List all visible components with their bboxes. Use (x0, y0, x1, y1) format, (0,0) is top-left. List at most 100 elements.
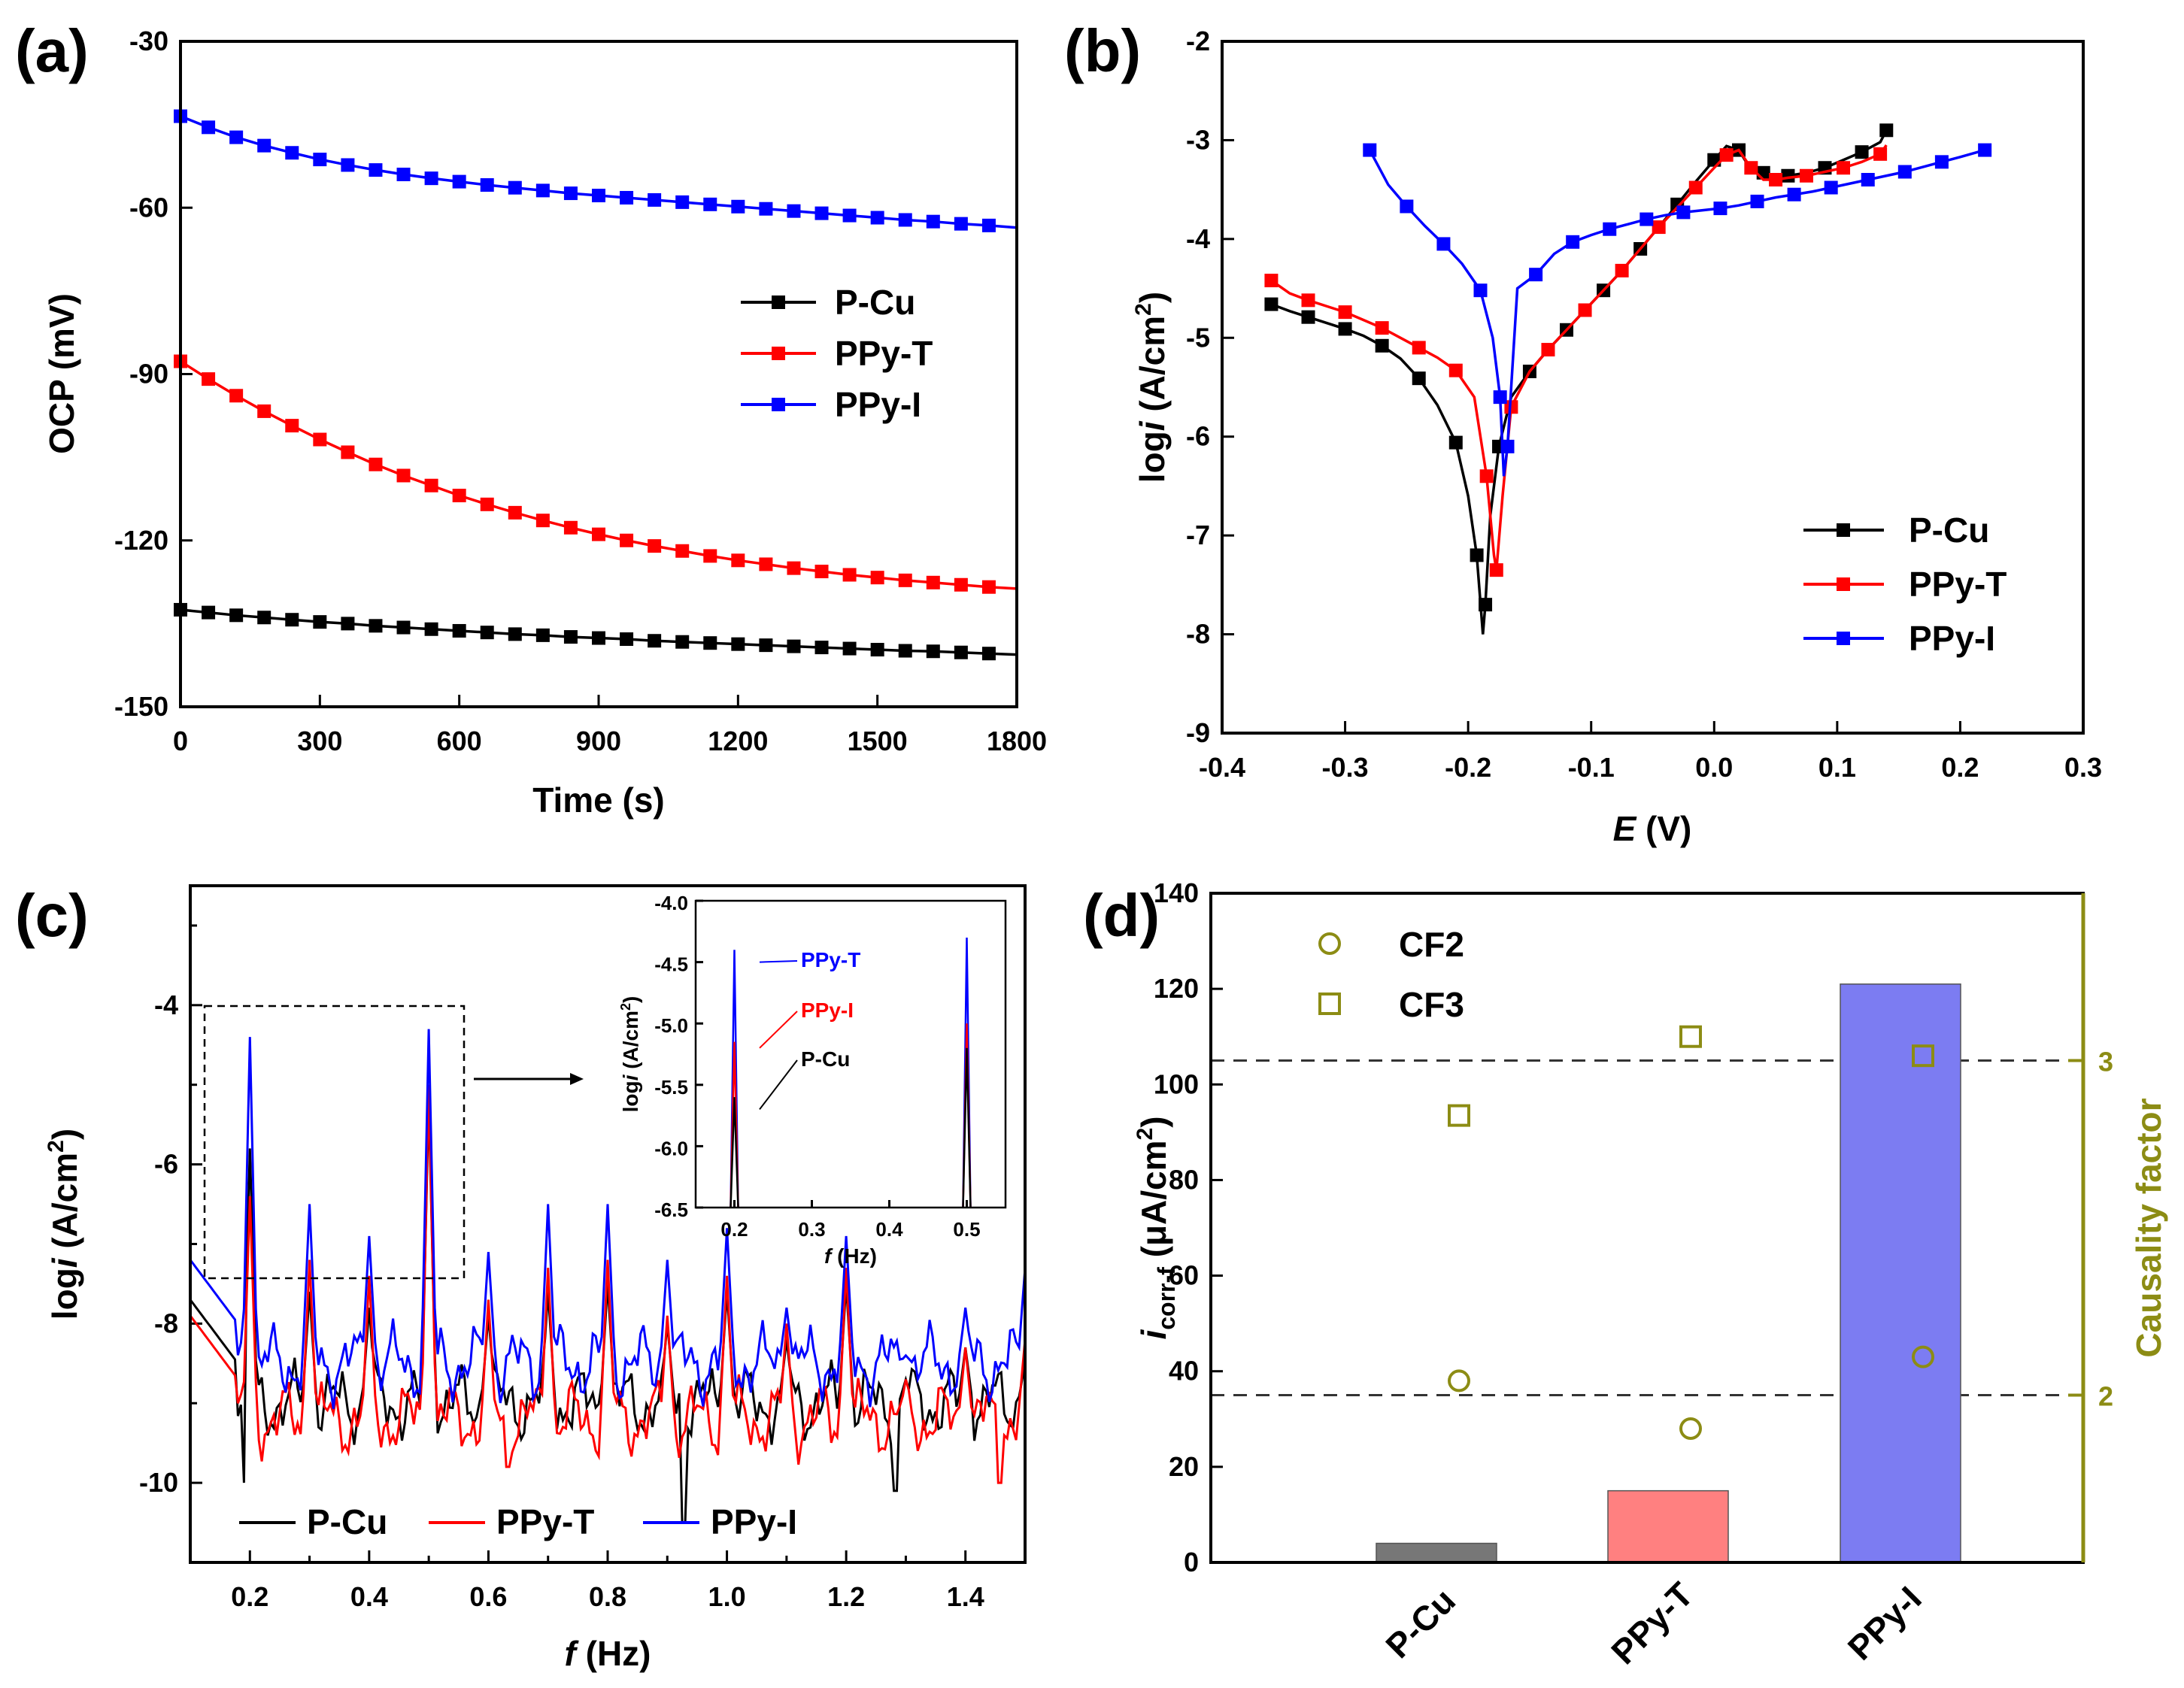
a-point-P-Cu (313, 615, 327, 629)
b-point-PPy-T (1448, 363, 1463, 377)
a-point-P-Cu (954, 645, 968, 659)
a-ytick-label: -90 (129, 359, 168, 389)
b-xtick-label: -0.1 (1568, 752, 1615, 783)
b-xtick-label: -0.3 (1322, 752, 1369, 783)
a-point-PPy-I (648, 192, 662, 207)
panel-label-a: (a) (15, 17, 89, 84)
a-xtick-label: 900 (576, 726, 621, 756)
panel-c-y-label-log: log (45, 1268, 84, 1320)
a-point-PPy-T (981, 580, 996, 594)
b-point-P-Cu (1338, 322, 1352, 336)
inset-xtick-label: 0.5 (953, 1218, 980, 1241)
a-point-PPy-I (814, 206, 829, 220)
inset-x-label-var: f (824, 1244, 833, 1268)
panel-b-tafel-chart: -0.4 -0.3 -0.2 -0.1 0.0 0.1 0.2 0.3 -9 -8 -7 -6 -5 -4… (1131, 26, 2102, 848)
b-point-PPy-I (1436, 237, 1451, 251)
inset-peak-P-Cu (962, 1047, 972, 1208)
c-series-line-PPy-I (189, 1029, 1027, 1410)
a-point-PPy-T (563, 520, 578, 535)
a-point-PPy-T (842, 568, 857, 582)
inset-y-label-var: i (619, 1074, 642, 1080)
a-point-PPy-T (954, 577, 968, 592)
b-point-PPy-T (1688, 180, 1703, 195)
b-point-PPy-T (1264, 274, 1279, 288)
b-legend-marker (1837, 577, 1850, 591)
inset-background (696, 901, 1006, 1208)
a-point-PPy-T (202, 372, 216, 386)
a-point-PPy-I (592, 189, 605, 203)
a-point-P-Cu (759, 638, 773, 653)
panel-b-y-label-unit: (A/cm (1133, 316, 1172, 422)
a-point-PPy-I (452, 174, 466, 189)
b-ytick-label: -3 (1186, 124, 1210, 155)
a-point-PPy-I (341, 158, 355, 172)
panel-d-y-label-close: ) (1134, 1116, 1173, 1127)
b-point-PPy-T (1769, 173, 1783, 186)
c-xtick-label: 1.4 (947, 1581, 984, 1612)
d-xtick-label: P-Cu (1378, 1580, 1463, 1665)
a-point-PPy-T (341, 445, 355, 459)
a-point-PPy-I (620, 190, 634, 205)
a-point-PPy-I (842, 208, 857, 223)
b-point-PPy-T (1719, 148, 1734, 162)
b-point-PPy-I (1934, 155, 1949, 169)
inset-ytick-label: -4.0 (654, 892, 688, 914)
b-point-P-Cu (1879, 123, 1894, 138)
b-ytick-label: -7 (1186, 520, 1210, 550)
b-point-PPy-I (1566, 235, 1580, 249)
panel-b-x-label-unit: (V) (1636, 809, 1691, 848)
d-legend-cf2-marker (1318, 932, 1341, 955)
panel-b-y-label-sup: 2 (1131, 303, 1156, 316)
c-ytick-label: -8 (154, 1308, 178, 1338)
a-point-PPy-T (592, 527, 605, 541)
b-xtick-label: -0.2 (1445, 752, 1491, 783)
a-point-P-Cu (981, 647, 996, 661)
panel-c-x-label: f (Hz) (565, 1634, 651, 1673)
b-point-P-Cu (1756, 165, 1770, 180)
c-legend-label: PPy-I (711, 1502, 797, 1541)
b-point-P-Cu (1855, 145, 1869, 159)
b-point-PPy-I (1824, 180, 1838, 195)
d-bar-PPy-I (1840, 983, 1961, 1563)
a-point-PPy-I (563, 186, 578, 201)
d-legend-label: CF2 (1399, 925, 1464, 964)
a-point-PPy-I (981, 218, 996, 232)
b-point-PPy-I (1529, 268, 1543, 282)
a-legend-marker (772, 347, 785, 360)
d-bar-P-Cu (1376, 1542, 1497, 1563)
a-point-PPy-T (648, 539, 662, 553)
b-legend-marker (1837, 523, 1850, 537)
b-point-PPy-T (1837, 161, 1851, 175)
inset-annotation-label: PPy-T (801, 948, 860, 971)
b-point-PPy-T (1489, 563, 1503, 577)
b-xtick-label: 0.2 (1941, 752, 1979, 783)
panel-d-bar-chart: 0 20 40 60 80 100 120 140 P-Cu PPy-T PPy-I 2 3 icorr… (1133, 877, 2168, 1671)
a-point-PPy-I (285, 146, 299, 160)
inset-annotation-label: P-Cu (801, 1047, 850, 1071)
c-ytick-label: -4 (154, 989, 178, 1020)
inset-x-label: f (Hz) (824, 1244, 877, 1268)
b-point-PPy-T (1479, 469, 1494, 483)
b-point-PPy-I (1978, 143, 1992, 157)
panel-c-inset: 0.2 0.3 0.4 0.5 -6.5 -6.0 -5.5 -5.0 -4.5 -4.0 f (… (618, 892, 1007, 1268)
b-point-P-Cu (1781, 168, 1795, 183)
a-xtick-label: 1500 (848, 726, 908, 756)
panel-d-y-label-var: i (1134, 1329, 1173, 1340)
panel-b-x-label-var: E (1613, 809, 1637, 848)
a-point-P-Cu (480, 626, 494, 640)
b-point-PPy-I (1493, 390, 1507, 405)
d-ytick-label: 120 (1154, 973, 1199, 1004)
panel-label-b: (b) (1064, 17, 1141, 84)
a-point-PPy-T (396, 468, 411, 483)
a-point-PPy-I (731, 199, 745, 214)
c-xtick-label: 0.2 (231, 1581, 268, 1612)
panel-label-c: (c) (15, 882, 89, 949)
a-point-PPy-T (870, 571, 884, 585)
a-point-PPy-T (285, 419, 299, 433)
b-point-PPy-I (1363, 143, 1377, 157)
d-ytick-label: 100 (1154, 1068, 1199, 1099)
c-ytick-label: -10 (139, 1467, 178, 1498)
b-point-PPy-I (1897, 165, 1912, 179)
inset-xtick-label: 0.4 (875, 1218, 903, 1241)
